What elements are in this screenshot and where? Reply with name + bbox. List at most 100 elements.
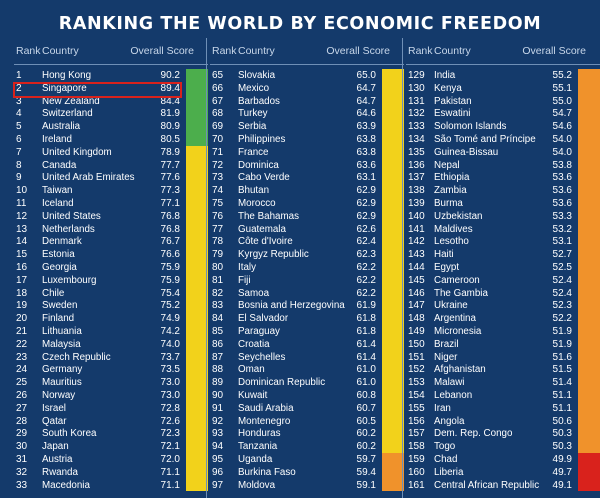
rank-value: 5 [16,121,22,133]
ranking-row: 85 Paraguay 61.8 [210,326,404,338]
rank-value: 91 [212,402,224,414]
ranking-row: 11 Iceland 77.1 [14,198,208,210]
ranking-row: 13 Netherlands 76.8 [14,224,208,236]
rank-value: 21 [16,326,28,337]
country-name: Afghanistan [434,364,486,376]
overall-score: 77.7 [160,159,180,171]
overall-score: 72.8 [160,402,180,414]
rank-value: 33 [16,479,28,491]
overall-score: 54.0 [552,146,572,158]
rank-value: 89 [212,377,224,389]
ranking-row: 65 Slovakia 65.0 [210,70,404,82]
country-name: Seychelles [238,351,286,363]
overall-score: 73.0 [160,390,180,401]
rank-value: 147 [408,300,425,312]
country-name: Uganda [238,454,273,465]
ranking-row: 142 Lesotho 53.1 [406,236,600,248]
country-name: Lesotho [434,236,469,248]
ranking-row: 146 The Gambia 52.4 [406,288,600,300]
overall-score: 64.6 [356,108,376,120]
rank-value: 85 [212,326,224,337]
rank-value: 84 [212,313,224,325]
overall-score: 73.0 [160,377,180,389]
rank-value: 97 [212,479,224,491]
rank-value: 142 [408,236,425,248]
singapore-highlight-box [13,82,182,98]
rank-value: 129 [408,70,425,81]
country-name: Tanzania [238,441,278,453]
country-name: Serbia [238,121,267,133]
rank-value: 154 [408,390,425,401]
ranking-row: 80 Italy 62.2 [210,262,404,274]
country-name: Ethiopia [434,172,470,184]
overall-score: 51.4 [552,377,572,389]
overall-score: 50.3 [552,428,572,440]
country-name: Mexico [238,82,270,94]
rank-value: 136 [408,159,425,171]
score-category-bar-yellow [382,69,404,453]
overall-score: 49.7 [552,466,572,478]
overall-score: 90.2 [160,70,180,81]
rank-value: 78 [212,236,224,248]
overall-score: 72.1 [160,441,180,453]
country-name: Brazil [434,338,459,350]
rank-value: 11 [16,198,27,209]
column-divider [402,38,403,498]
country-name: Czech Republic [42,351,111,363]
country-name: Solomon Islands [434,121,507,133]
ranking-row: 73 Cabo Verde 63.1 [210,172,404,184]
ranking-row: 20 Finland 74.9 [14,313,208,325]
rank-value: 10 [16,185,28,197]
country-name: Cameroon [434,274,480,286]
overall-score: 51.6 [552,351,572,363]
country-name: Croatia [238,338,270,350]
country-name: Luxembourg [42,274,97,286]
ranking-row: 6 Ireland 80.5 [14,134,208,146]
ranking-row: 134 São Tomé and Príncipe 54.0 [406,134,600,146]
overall-score: 72.6 [160,415,180,427]
ranking-row: 84 El Salvador 61.8 [210,313,404,325]
rank-value: 25 [16,377,28,389]
overall-score: 76.6 [160,249,180,261]
overall-score: 81.9 [160,108,180,120]
country-name: Israel [42,402,66,414]
country-name: Nepal [434,159,460,171]
overall-score: 61.4 [356,338,376,350]
header-country: Country [42,45,79,57]
country-name: Central African Republic [434,479,540,491]
country-name: Zambia [434,185,467,197]
country-name: Canada [42,159,77,171]
ranking-row: 148 Argentina 52.2 [406,313,600,325]
ranking-row: 143 Haiti 52.7 [406,249,600,261]
overall-score: 55.1 [552,82,572,94]
rank-value: 153 [408,377,425,389]
overall-score: 80.9 [160,121,180,133]
overall-score: 78.9 [160,146,180,158]
overall-score: 55.2 [552,70,572,81]
country-name: Iran [434,402,451,414]
country-name: Singapore [42,82,87,94]
country-name: Montenegro [238,415,291,427]
country-name: Malawi [434,377,465,389]
overall-score: 49.1 [552,479,572,491]
country-name: Georgia [42,262,77,273]
overall-score: 62.2 [356,287,376,299]
country-name: Dominica [238,159,279,171]
country-name: Japan [42,441,69,453]
ranking-row: 24 Germany 73.5 [14,364,208,376]
ranking-row: 25 Mauritius 73.0 [14,377,208,389]
overall-score: 76.7 [160,236,180,248]
ranking-row: 10 Taiwan 77.3 [14,185,208,197]
country-name: Lebanon [434,390,473,401]
ranking-row: 150 Brazil 51.9 [406,339,600,351]
country-name: Burma [434,198,463,209]
overall-score: 60.2 [356,428,376,440]
country-name: Turkey [238,108,268,120]
overall-score: 61.0 [356,364,376,376]
rank-value: 143 [408,249,425,261]
column-header: Rank Country Overall Score [406,45,600,61]
rank-value: 94 [212,441,224,453]
ranking-row: 94 Tanzania 60.2 [210,441,404,453]
ranking-row: 83 Bosnia and Herzegovina 61.9 [210,300,404,312]
ranking-row: 97 Moldova 59.1 [210,480,404,492]
